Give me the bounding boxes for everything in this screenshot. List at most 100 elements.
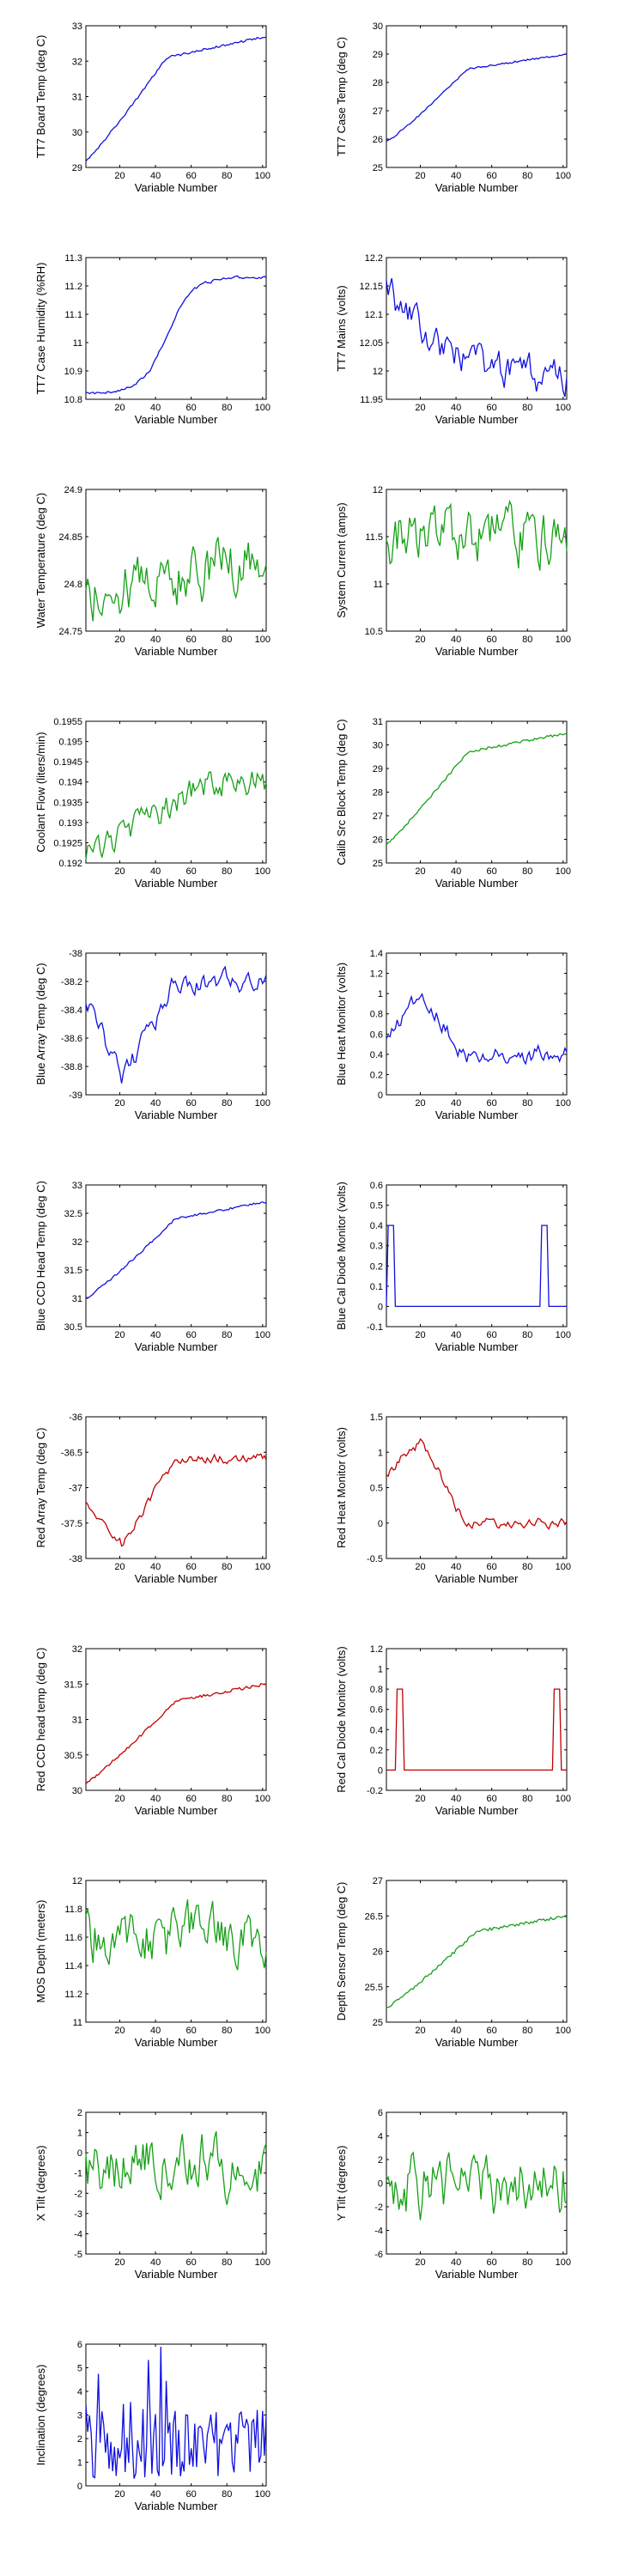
y-tick-label: -38.4 xyxy=(61,1005,82,1016)
y-tick-label: 0.1925 xyxy=(53,838,82,848)
series-line xyxy=(85,1683,266,1785)
chart-panel: 20 40 60 80 100 -38 -37.5 -37 -36.5 -36 Variable N… xyxy=(34,1413,270,1585)
y-tick-label: 10.5 xyxy=(365,627,383,637)
x-tick-label: 60 xyxy=(487,1794,497,1804)
x-tick-label: 20 xyxy=(114,1794,125,1804)
y-tick-label: 12 xyxy=(72,1876,82,1886)
y-tick-label: -38.2 xyxy=(61,977,82,987)
y-axis-label: Blue Heat Monitor (volts) xyxy=(335,963,348,1085)
x-tick-label: 80 xyxy=(522,171,532,181)
x-tick-label: 20 xyxy=(415,1794,425,1804)
x-tick-label: 60 xyxy=(186,635,197,645)
y-tick-label: 31 xyxy=(72,1294,82,1304)
plot-frame xyxy=(85,1416,267,1559)
y-tick-label: 11.95 xyxy=(360,395,383,405)
x-axis-label: Variable Number xyxy=(435,1572,519,1585)
chart-panel: 20 40 60 80 100 29 30 31 32 33 Variable Number TT7 … xyxy=(34,21,270,194)
y-tick-label: 29 xyxy=(72,163,82,173)
x-axis-label: Variable Number xyxy=(435,181,519,194)
y-axis-label: Red Cal Diode Monitor (volts) xyxy=(335,1646,348,1793)
series-line xyxy=(85,537,267,622)
x-tick-label: 80 xyxy=(222,635,232,645)
y-tick-label: -3 xyxy=(74,2209,82,2220)
x-tick-label: 40 xyxy=(150,171,161,181)
y-tick-label: 1.2 xyxy=(370,969,383,980)
y-tick-label: 0 xyxy=(378,2179,383,2190)
y-tick-label: 31.5 xyxy=(64,1266,82,1276)
y-tick-label: -36.5 xyxy=(61,1448,82,1458)
x-tick-label: 60 xyxy=(186,403,197,413)
y-tick-label: 0.5 xyxy=(370,1484,383,1494)
chart-panel: 20 40 60 80 100 24.75 24.8 24.85 24.9 Variable Nu… xyxy=(34,485,270,658)
x-tick-label: 80 xyxy=(522,1794,532,1804)
x-tick-label: 40 xyxy=(150,2257,161,2268)
y-tick-label: 4 xyxy=(77,2387,82,2397)
plot-frame xyxy=(386,1416,568,1559)
y-tick-label: 1 xyxy=(378,989,383,999)
x-tick-label: 100 xyxy=(556,2026,571,2036)
chart-panel: 20 40 60 80 100 -0.1 0 0.1 0.2 0.3 0.4 0.5 0.6 Variab… xyxy=(335,1181,571,1353)
x-tick-label: 60 xyxy=(487,2026,497,2036)
x-tick-label: 60 xyxy=(487,866,497,877)
x-tick-label: 20 xyxy=(415,1330,425,1340)
y-axis-label: TT7 Board Temp (deg C) xyxy=(34,35,47,159)
x-axis-label: Variable Number xyxy=(435,1804,519,1817)
y-tick-label: 11.2 xyxy=(64,1990,82,2000)
x-tick-label: 80 xyxy=(222,403,232,413)
series-line xyxy=(386,1224,567,1308)
x-tick-label: 100 xyxy=(255,1562,270,1572)
chart-panel: 20 40 60 80 100 0 0.2 0.4 0.6 0.8 1 1.2 1.4 Variable … xyxy=(335,949,571,1121)
y-tick-label: 25 xyxy=(373,2018,383,2028)
y-tick-label: 30.5 xyxy=(64,1322,82,1333)
y-tick-label: 0 xyxy=(378,1091,383,1101)
y-axis-label: Red Array Temp (deg C) xyxy=(34,1428,47,1548)
x-tick-label: 40 xyxy=(451,1562,461,1572)
y-tick-label: 24.9 xyxy=(64,485,82,495)
x-tick-label: 60 xyxy=(186,1330,197,1340)
y-axis-label: Water Temperature (deg C) xyxy=(34,493,47,629)
y-tick-label: 11 xyxy=(73,338,82,349)
series-line xyxy=(85,1899,267,1971)
y-tick-label: 27 xyxy=(373,1876,383,1886)
y-tick-label: 12.05 xyxy=(359,338,383,349)
x-axis-label: Variable Number xyxy=(435,2268,519,2281)
x-tick-label: 100 xyxy=(255,2026,270,2036)
y-tick-label: 0.2 xyxy=(370,1746,383,1756)
x-tick-label: 60 xyxy=(487,1330,497,1340)
x-axis-label: Variable Number xyxy=(435,1109,519,1121)
series-line xyxy=(386,993,568,1066)
chart-panel: 20 40 60 80 100 0 1 2 3 4 5 6 Variable Number Inclina… xyxy=(34,2340,270,2512)
y-tick-label: 0.2 xyxy=(370,1261,383,1272)
x-tick-label: 20 xyxy=(114,1562,125,1572)
chart-panel: 20 40 60 80 100 0.192 0.1925 0.193 0.1935 0.194 0.… xyxy=(34,717,270,890)
y-tick-label: 11.8 xyxy=(64,1905,82,1915)
y-tick-label: 25 xyxy=(373,859,383,869)
y-tick-label: -1 xyxy=(74,2169,82,2179)
x-tick-label: 20 xyxy=(114,1330,125,1340)
y-tick-label: 0.4 xyxy=(370,1050,383,1060)
y-tick-label: -37 xyxy=(69,1484,82,1494)
y-axis-label: Red Heat Monitor (volts) xyxy=(335,1427,348,1548)
y-tick-label: 29 xyxy=(373,764,383,775)
series-line xyxy=(85,771,267,860)
y-tick-label: 26.5 xyxy=(365,1911,383,1922)
y-tick-label: 1.2 xyxy=(370,1644,383,1655)
x-tick-label: 60 xyxy=(186,2257,197,2268)
x-tick-label: 40 xyxy=(451,1794,461,1804)
x-tick-label: 20 xyxy=(415,403,425,413)
y-tick-label: 0.4 xyxy=(370,1221,383,1231)
y-tick-label: 30 xyxy=(373,21,383,32)
y-tick-label: -4 xyxy=(374,2227,383,2237)
x-tick-label: 80 xyxy=(222,1794,232,1804)
y-tick-label: 0.5 xyxy=(370,1201,383,1212)
x-tick-label: 100 xyxy=(255,1330,270,1340)
y-tick-label: 31 xyxy=(72,1716,82,1726)
y-tick-label: 1 xyxy=(77,2129,82,2139)
y-tick-label: 26 xyxy=(373,835,383,846)
x-tick-label: 60 xyxy=(186,171,197,181)
x-tick-label: 20 xyxy=(114,403,125,413)
x-tick-label: 20 xyxy=(415,1562,425,1572)
x-tick-label: 60 xyxy=(487,171,497,181)
